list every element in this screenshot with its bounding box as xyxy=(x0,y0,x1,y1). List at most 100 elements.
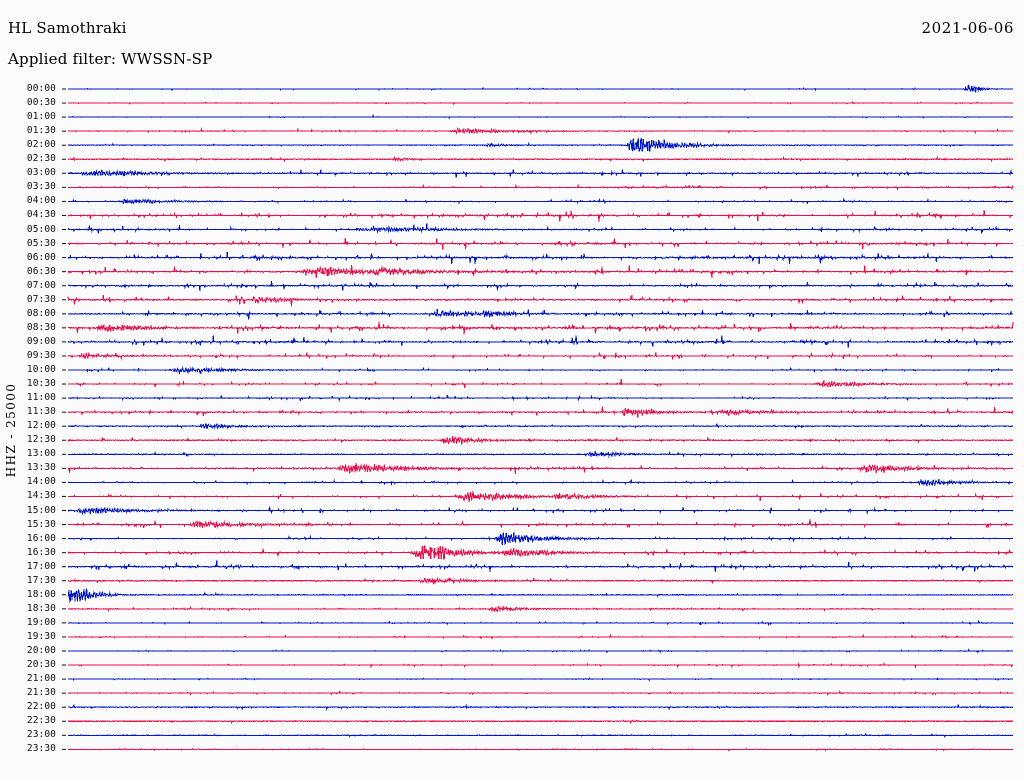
trace-row xyxy=(62,183,1014,191)
trace-row xyxy=(62,435,1014,445)
waveform-trace xyxy=(67,619,1014,627)
waveform-trace xyxy=(67,265,1014,279)
trace-row xyxy=(62,251,1014,265)
waveform-trace xyxy=(67,223,1014,234)
trace-row xyxy=(62,168,1014,178)
trace-row xyxy=(62,136,1014,153)
waveform-trace xyxy=(67,183,1014,191)
trace-row xyxy=(62,209,1014,222)
waveform-trace xyxy=(67,378,1014,388)
waveform-trace xyxy=(67,587,1014,603)
waveform-trace xyxy=(67,127,1014,136)
trace-row xyxy=(62,406,1014,418)
waveform-trace xyxy=(67,294,1014,307)
trace-row xyxy=(62,394,1014,402)
waveform-trace xyxy=(67,676,1014,682)
waveform-trace xyxy=(67,545,1014,560)
waveform-trace xyxy=(67,366,1014,376)
waveform-trace xyxy=(67,732,1014,739)
waveform-trace xyxy=(67,560,1014,573)
trace-row xyxy=(62,719,1014,725)
waveform-trace xyxy=(67,394,1014,402)
trace-row xyxy=(62,587,1014,603)
trace-row xyxy=(62,335,1014,348)
waveform-trace xyxy=(67,113,1014,119)
trace-row xyxy=(62,450,1014,458)
trace-row xyxy=(62,308,1014,320)
trace-row xyxy=(62,378,1014,388)
waveform-trace xyxy=(67,321,1014,335)
trace-row xyxy=(62,676,1014,682)
trace-row xyxy=(62,532,1014,546)
trace-row xyxy=(62,351,1014,361)
trace-row xyxy=(62,545,1014,560)
waveform-trace xyxy=(67,281,1014,291)
trace-row xyxy=(62,127,1014,136)
trace-row xyxy=(62,506,1014,516)
trace-row xyxy=(62,281,1014,291)
trace-row xyxy=(62,605,1014,613)
trace-row xyxy=(62,100,1014,106)
trace-row xyxy=(62,113,1014,119)
waveform-trace xyxy=(67,576,1014,585)
waveform-trace xyxy=(67,532,1014,546)
waveform-trace xyxy=(67,518,1014,529)
trace-row xyxy=(62,560,1014,573)
trace-row xyxy=(62,747,1014,752)
trace-row xyxy=(62,633,1014,640)
trace-row xyxy=(62,619,1014,627)
trace-row xyxy=(62,197,1013,205)
trace-row xyxy=(62,155,1014,163)
waveform-trace xyxy=(67,422,1014,430)
waveform-trace xyxy=(67,633,1014,640)
waveform-trace xyxy=(67,351,1014,361)
waveform-trace xyxy=(67,747,1014,752)
trace-row xyxy=(62,703,1014,711)
waveform-trace xyxy=(67,209,1014,222)
waveform-trace xyxy=(67,435,1014,445)
waveform-trace xyxy=(67,100,1014,106)
waveform-trace xyxy=(67,478,1014,487)
waveform-trace xyxy=(68,155,1014,163)
page-title: HL Samothraki xyxy=(8,19,127,37)
applied-filter-label: Applied filter: WWSSN-SP xyxy=(8,50,213,68)
waveform-trace xyxy=(67,83,1014,94)
waveform-trace xyxy=(67,703,1014,711)
trace-row xyxy=(62,294,1014,307)
waveform-trace xyxy=(67,506,1014,516)
waveform-trace xyxy=(68,335,1014,348)
waveform-trace xyxy=(67,136,1014,153)
trace-row xyxy=(62,366,1014,376)
trace-row xyxy=(62,463,1014,475)
trace-row xyxy=(62,576,1014,585)
trace-row xyxy=(62,223,1014,234)
trace-row xyxy=(62,265,1014,279)
waveform-trace xyxy=(67,168,1014,178)
trace-row xyxy=(62,732,1014,739)
waveform-trace xyxy=(67,648,1014,654)
waveform-trace xyxy=(67,491,1014,503)
waveform-trace xyxy=(67,605,1014,613)
trace-row xyxy=(62,478,1014,487)
waveform-trace xyxy=(67,197,1013,205)
trace-row xyxy=(62,648,1014,654)
trace-row xyxy=(62,422,1014,430)
trace-row xyxy=(62,518,1014,529)
waveform-trace xyxy=(67,406,1014,418)
record-date: 2021-06-06 xyxy=(921,19,1014,37)
waveform-trace xyxy=(67,689,1014,697)
trace-row xyxy=(62,491,1014,503)
trace-row xyxy=(62,321,1014,335)
trace-row xyxy=(62,83,1014,94)
trace-row xyxy=(62,237,1014,250)
waveform-trace xyxy=(67,662,1014,669)
waveform-trace xyxy=(67,308,1014,320)
waveform-trace xyxy=(67,251,1014,265)
waveform-trace xyxy=(67,463,1014,475)
waveform-trace xyxy=(67,719,1014,725)
trace-row xyxy=(62,689,1014,697)
waveform-trace xyxy=(68,450,1014,458)
trace-row xyxy=(62,662,1014,669)
